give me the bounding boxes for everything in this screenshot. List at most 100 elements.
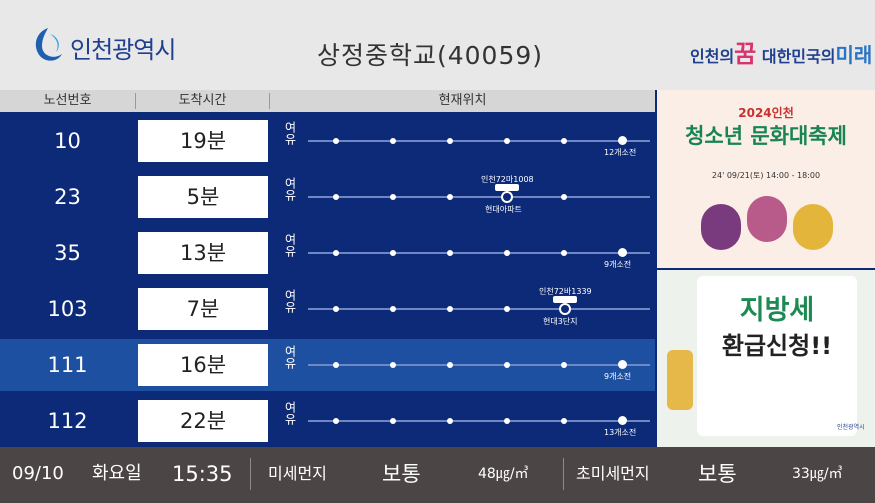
- weekday: 화요일: [92, 463, 142, 484]
- stop-dot: [333, 194, 339, 200]
- stop-dot: [504, 306, 510, 312]
- seat-status: 여유: [283, 177, 297, 201]
- header: 인천광역시 상정중학교(40059) 인천의꿈 대한민국의미래: [0, 0, 875, 90]
- bus-row: 112 22분 여유 13개소전: [0, 395, 655, 447]
- track-line: [308, 308, 650, 310]
- ad-date: 24' 09/21(토) 14:00 - 18:00: [711, 171, 821, 180]
- stop-dot: [504, 418, 510, 424]
- end-dot: [618, 136, 627, 145]
- stop-dot: [447, 250, 453, 256]
- bus-icon: [495, 184, 519, 191]
- ad-photo: [747, 196, 787, 242]
- stop-dot: [447, 138, 453, 144]
- stop-name: 현대아파트: [485, 205, 522, 214]
- track-line: [308, 364, 650, 366]
- stop-dot: [390, 194, 396, 200]
- route-number: 103: [47, 297, 88, 321]
- dust-label: 미세먼지: [268, 464, 327, 483]
- stop-dot: [447, 306, 453, 312]
- route-number: 35: [54, 241, 81, 265]
- coins: [667, 350, 693, 410]
- remaining-stops: 13개소전: [604, 428, 637, 437]
- ad-festival[interactable]: 2024인천 청소년 문화대축제 24' 09/21(토) 14:00 - 18…: [657, 90, 875, 268]
- column-header: 도착시간: [178, 93, 227, 108]
- stop-dot: [561, 250, 567, 256]
- bus-row: 103 7분 여유 인천72바1339 현대3단지: [0, 283, 655, 335]
- logo-text: 인천광역시: [70, 36, 176, 64]
- end-dot: [618, 360, 627, 369]
- ad-subtitle: 환급신청!!: [721, 332, 833, 360]
- track-line: [308, 140, 650, 142]
- route-number: 111: [47, 353, 88, 377]
- bus-plate: 인천72마1008: [481, 175, 534, 184]
- stop-dot: [333, 362, 339, 368]
- route-number: 112: [47, 409, 88, 433]
- stop-dot: [561, 194, 567, 200]
- slogan-part: 인천의: [690, 47, 735, 66]
- ad-photo: [701, 204, 741, 250]
- stop-dot: [504, 362, 510, 368]
- seat-status: 여유: [283, 233, 297, 257]
- ad-photo: [793, 204, 833, 250]
- slogan: 인천의꿈 대한민국의미래: [690, 34, 872, 69]
- bus-icon: [553, 296, 577, 303]
- stop-dot: [333, 418, 339, 424]
- seat-status: 여유: [283, 345, 297, 369]
- ad-card: [697, 276, 857, 436]
- slogan-part: 미래: [835, 43, 873, 67]
- stop-dot: [561, 138, 567, 144]
- stop-dot: [561, 362, 567, 368]
- end-dot: [618, 248, 627, 257]
- bus-plate: 인천72바1339: [539, 287, 592, 296]
- arrival-time: 7분: [138, 288, 268, 330]
- bus-row: 23 5분 여유 인천72마1008 현대아파트: [0, 171, 655, 223]
- arrival-time: 5분: [138, 176, 268, 218]
- ad-year: 2024인천: [738, 106, 794, 120]
- stop-title: 상정중학교(40059): [316, 41, 544, 70]
- ad-org: 인천광역시: [837, 424, 865, 431]
- route-number: 10: [54, 129, 81, 153]
- stop-dot: [447, 194, 453, 200]
- seat-status: 여유: [283, 401, 297, 425]
- arrival-time: 16분: [138, 344, 268, 386]
- slogan-part: 대한민국의: [761, 47, 836, 66]
- fine-dust-value: 33㎍/㎥: [792, 466, 843, 482]
- bus-position: [559, 303, 571, 315]
- separator: [135, 93, 136, 109]
- stop-dot: [504, 138, 510, 144]
- separator: [563, 458, 564, 490]
- column-header: 노선번호: [43, 93, 92, 108]
- stop-dot: [390, 250, 396, 256]
- stop-dot: [390, 418, 396, 424]
- seat-status: 여유: [283, 289, 297, 313]
- bus-position: [501, 191, 513, 203]
- route-number: 23: [54, 185, 81, 209]
- table-header: 노선번호 도착시간 현재위치: [0, 90, 655, 112]
- column-header: 현재위치: [438, 93, 487, 108]
- dust-level: 보통: [382, 462, 421, 486]
- slogan-part: 꿈: [734, 40, 757, 68]
- track-line: [308, 420, 650, 422]
- date: 09/10: [12, 463, 64, 484]
- separator: [250, 458, 251, 490]
- fine-dust-level: 보통: [698, 462, 737, 486]
- stop-dot: [333, 306, 339, 312]
- arrival-time: 22분: [138, 400, 268, 442]
- stop-dot: [390, 306, 396, 312]
- logo-icon: [35, 28, 62, 61]
- dust-value: 48㎍/㎥: [478, 466, 529, 482]
- stop-dot: [390, 362, 396, 368]
- seat-status: 여유: [283, 121, 297, 145]
- bus-row: 35 13분 여유 9개소전: [0, 227, 655, 279]
- bus-row: 10 19분 여유 12개소전: [0, 115, 655, 167]
- stop-dot: [447, 362, 453, 368]
- ad-tax[interactable]: 지방세 환급신청!! 인천광역시: [657, 270, 875, 447]
- track-line: [308, 196, 650, 198]
- track-line: [308, 252, 650, 254]
- time: 15:35: [172, 462, 233, 486]
- fine-dust-label: 초미세먼지: [576, 464, 650, 483]
- stop-dot: [333, 250, 339, 256]
- remaining-stops: 12개소전: [604, 148, 637, 157]
